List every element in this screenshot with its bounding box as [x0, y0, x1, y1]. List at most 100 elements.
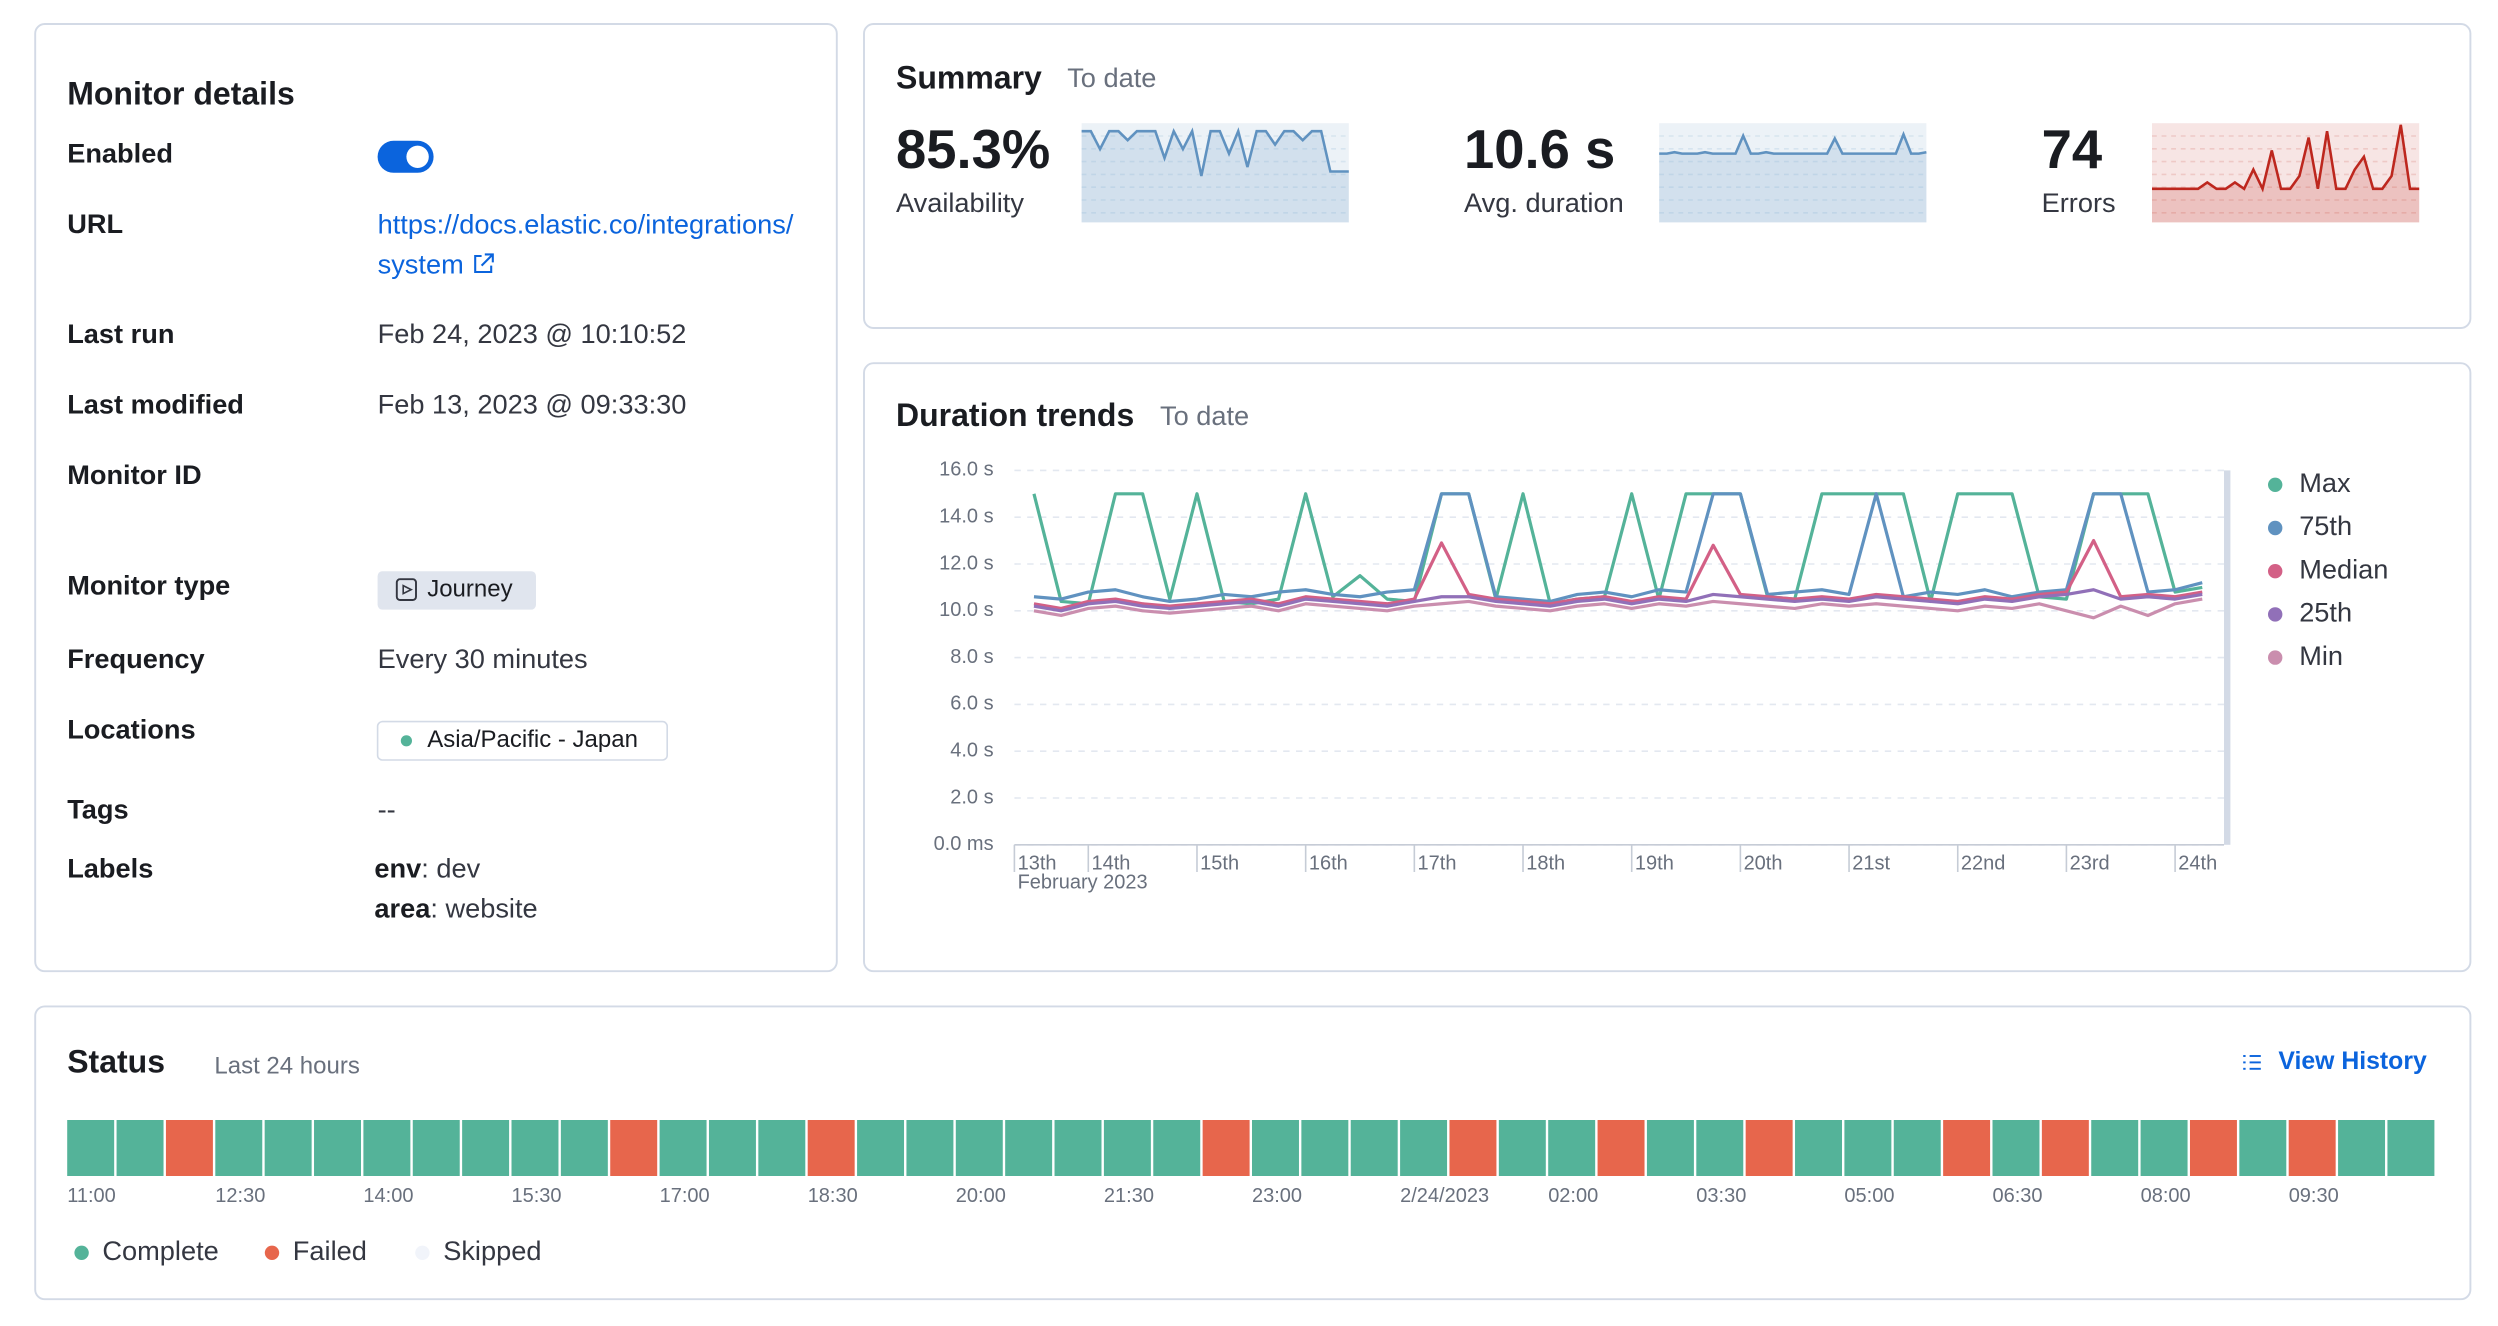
legend-swatch	[2268, 521, 2282, 535]
y-tick-label: 4.0 s	[950, 739, 993, 761]
status-cell	[2141, 1120, 2188, 1176]
sparkline-area	[1082, 131, 1349, 222]
field-value: Feb 24, 2023 @ 10:10:52	[378, 318, 687, 349]
label-value: : dev	[421, 853, 480, 884]
status-cell	[1696, 1120, 1743, 1176]
status-cell	[1548, 1120, 1595, 1176]
status-cell	[808, 1120, 855, 1176]
y-tick-label: 14.0 s	[939, 505, 993, 527]
status-cell	[2289, 1120, 2336, 1176]
status-cell	[906, 1120, 953, 1176]
y-tick-label: 10.0 s	[939, 599, 993, 621]
panel-subtitle: To date	[1160, 400, 1249, 431]
status-cell	[166, 1120, 213, 1176]
status-cell	[1153, 1120, 1200, 1176]
legend-swatch	[2268, 564, 2282, 578]
status-cell	[117, 1120, 164, 1176]
status-cell	[1400, 1120, 1447, 1176]
status-cell	[1104, 1120, 1151, 1176]
status-cell	[1499, 1120, 1546, 1176]
y-tick-label: 6.0 s	[950, 693, 993, 715]
x-tick-label: 06:30	[1993, 1185, 2043, 1207]
x-tick-label: 24th	[2178, 852, 2217, 874]
x-tick-label: 15th	[1200, 852, 1239, 874]
field-label: URL	[67, 208, 123, 239]
legend-swatch	[2268, 607, 2282, 621]
status-cell	[758, 1120, 805, 1176]
legend-swatch	[2268, 478, 2282, 492]
x-tick-label: 23rd	[2070, 852, 2110, 874]
field-label: Tags	[67, 793, 128, 824]
x-tick-label: 21:30	[1104, 1185, 1154, 1207]
status-cell	[1746, 1120, 1793, 1176]
x-tick-label: 23:00	[1252, 1185, 1302, 1207]
status-cell	[462, 1120, 509, 1176]
x-tick-label: 12:30	[215, 1185, 265, 1207]
x-tick-label: 22nd	[1961, 852, 2006, 874]
status-cell	[1252, 1120, 1299, 1176]
status-cell	[1055, 1120, 1102, 1176]
field-label: Labels	[67, 853, 153, 884]
legend-label: Median	[2299, 553, 2388, 584]
status-cell	[1844, 1120, 1891, 1176]
metric-value: 74	[2042, 119, 2103, 180]
x-tick-label: 2/24/2023	[1400, 1185, 1489, 1207]
status-cell	[2338, 1120, 2385, 1176]
view-history-link[interactable]: View History	[2278, 1048, 2427, 1075]
status-cell	[1647, 1120, 1694, 1176]
legend-swatch	[2268, 650, 2282, 664]
x-tick-label: 17:00	[660, 1185, 710, 1207]
y-tick-label: 2.0 s	[950, 786, 993, 808]
x-tick-label: 09:30	[2289, 1185, 2339, 1207]
panel-title: Duration trends	[896, 397, 1134, 433]
field-value: Every 30 minutes	[378, 643, 588, 674]
x-tick-label: 20th	[1744, 852, 1783, 874]
status-cell	[314, 1120, 361, 1176]
panel-subtitle: To date	[1067, 62, 1156, 93]
status-cell	[1598, 1120, 1645, 1176]
label-key: area	[374, 893, 431, 924]
legend-label: Max	[2299, 467, 2351, 498]
y-axis-right	[2224, 470, 2230, 844]
legend-label: Complete	[102, 1235, 218, 1266]
x-tick-label: 19th	[1635, 852, 1674, 874]
status-cell	[2042, 1120, 2089, 1176]
label-entry: area: website	[374, 893, 537, 924]
x-tick-label: 03:30	[1696, 1185, 1746, 1207]
status-cell	[660, 1120, 707, 1176]
url-link[interactable]: https://docs.elastic.co/integrations/sys…	[378, 210, 794, 280]
status-cell	[1301, 1120, 1348, 1176]
enabled-toggle[interactable]	[378, 141, 434, 173]
status-cell	[215, 1120, 262, 1176]
status-cell	[1203, 1120, 1250, 1176]
status-cell	[2387, 1120, 2434, 1176]
toggle-knob	[406, 146, 428, 168]
panel-subtitle: Last 24 hours	[214, 1053, 359, 1080]
y-tick-label: 16.0 s	[939, 459, 993, 481]
y-tick-label: 12.0 s	[939, 552, 993, 574]
location-dot	[401, 735, 412, 746]
status-cell	[1005, 1120, 1052, 1176]
field-value: --	[378, 793, 396, 824]
type-badge-text: Journey	[427, 576, 512, 603]
status-cell	[1993, 1120, 2040, 1176]
x-tick-label: 05:00	[1844, 1185, 1894, 1207]
field-label: Monitor ID	[67, 459, 201, 490]
status-cell	[512, 1120, 559, 1176]
x-axis-sublabel: February 2023	[1018, 871, 1148, 893]
status-cell	[413, 1120, 460, 1176]
metric-label: Availability	[896, 187, 1024, 218]
x-tick-label: 02:00	[1548, 1185, 1598, 1207]
status-cell	[1351, 1120, 1398, 1176]
field-label: Locations	[67, 713, 195, 744]
status-cell	[2239, 1120, 2286, 1176]
location-text: Asia/Pacific - Japan	[427, 726, 638, 753]
status-cell	[561, 1120, 608, 1176]
y-tick-label: 0.0 ms	[934, 833, 994, 855]
x-tick-label: 15:30	[512, 1185, 562, 1207]
x-tick-label: 18:30	[808, 1185, 858, 1207]
status-cell	[1894, 1120, 1941, 1176]
status-cell	[2091, 1120, 2138, 1176]
url-box: https://docs.elastic.co/integrations/sys…	[378, 205, 807, 295]
